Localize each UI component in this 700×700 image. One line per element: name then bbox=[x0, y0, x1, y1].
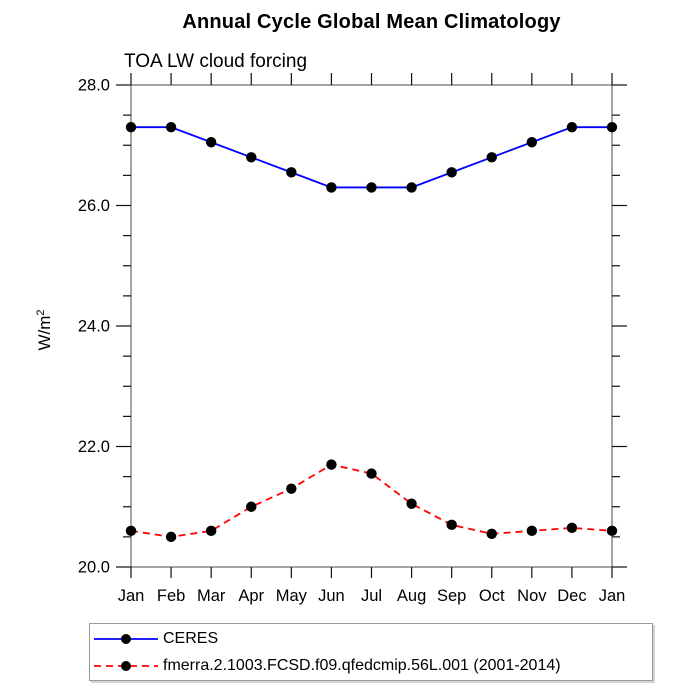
chart-subtitle: TOA LW cloud forcing bbox=[124, 51, 308, 72]
legend-marker-icon bbox=[121, 633, 131, 644]
x-axis-tick-label: Apr bbox=[238, 587, 264, 605]
series-line-0 bbox=[131, 126, 612, 189]
data-point-marker bbox=[165, 531, 177, 543]
data-point-marker bbox=[486, 528, 497, 540]
y-axis-tick-label: 20.0 bbox=[78, 559, 110, 577]
x-axis-tick-label: Jan bbox=[599, 587, 626, 605]
y-axis-tick-label: 28.0 bbox=[78, 77, 110, 95]
x-axis-tick-label: Oct bbox=[479, 587, 505, 605]
x-axis-tick-label: Nov bbox=[517, 587, 547, 605]
data-point-marker bbox=[606, 525, 618, 537]
data-point-marker bbox=[486, 152, 497, 163]
y-axis-title: W/m2 bbox=[35, 309, 54, 350]
data-point-marker bbox=[286, 483, 297, 494]
x-axis-tick-label: May bbox=[276, 587, 308, 605]
x-axis-tick-label: Jul bbox=[361, 587, 382, 605]
data-point-marker bbox=[366, 182, 377, 193]
data-point-marker bbox=[446, 519, 457, 531]
x-axis-tick-label: Aug bbox=[397, 587, 426, 605]
data-point-marker bbox=[326, 182, 337, 193]
legend-marker-icon bbox=[121, 660, 131, 671]
legend-line-sample bbox=[94, 660, 158, 671]
legend-label: CERES bbox=[163, 629, 219, 647]
data-point-marker bbox=[205, 525, 217, 537]
data-point-marker bbox=[366, 468, 377, 479]
legend-item-1: fmerra.2.1003.FCSD.f09.qfedcmip.56L.001 … bbox=[90, 653, 652, 679]
y-axis-tick-label: 22.0 bbox=[78, 438, 110, 456]
data-point-marker bbox=[205, 137, 217, 148]
x-axis-tick-label: Jan bbox=[118, 587, 145, 605]
legend-box: CERES fmerra.2.1003.FCSD.f09.qfedcmip.56L… bbox=[89, 623, 653, 681]
data-point-marker bbox=[286, 167, 297, 178]
data-point-marker bbox=[526, 525, 538, 537]
data-point-marker bbox=[165, 121, 177, 133]
legend-item-0: CERES bbox=[90, 626, 652, 652]
data-point-marker bbox=[566, 121, 578, 133]
y-axis-tick-label: 26.0 bbox=[78, 197, 110, 215]
plot-frame bbox=[130, 84, 613, 568]
data-point-marker bbox=[326, 459, 337, 470]
data-point-marker bbox=[246, 152, 257, 163]
data-point-marker bbox=[566, 522, 578, 534]
x-axis-tick-label: Feb bbox=[157, 587, 185, 605]
data-point-marker bbox=[406, 182, 417, 193]
chart-title: Annual Cycle Global Mean Climatology bbox=[182, 11, 561, 33]
data-point-marker bbox=[125, 121, 137, 133]
data-point-marker bbox=[125, 525, 137, 537]
x-axis-tick-label: Dec bbox=[557, 587, 586, 605]
x-axis-tick-label: Mar bbox=[197, 587, 226, 605]
data-point-marker bbox=[246, 501, 257, 512]
x-axis-tick-label: Jun bbox=[318, 587, 345, 605]
data-point-marker bbox=[446, 167, 457, 178]
data-point-marker bbox=[606, 121, 618, 133]
y-axis-tick-label: 24.0 bbox=[78, 318, 110, 336]
legend-line-sample bbox=[94, 633, 158, 644]
x-axis-tick-label: Sep bbox=[437, 587, 466, 605]
legend-label: fmerra.2.1003.FCSD.f09.qfedcmip.56L.001 … bbox=[163, 656, 561, 674]
data-point-marker bbox=[406, 498, 417, 509]
data-point-marker bbox=[526, 137, 538, 148]
